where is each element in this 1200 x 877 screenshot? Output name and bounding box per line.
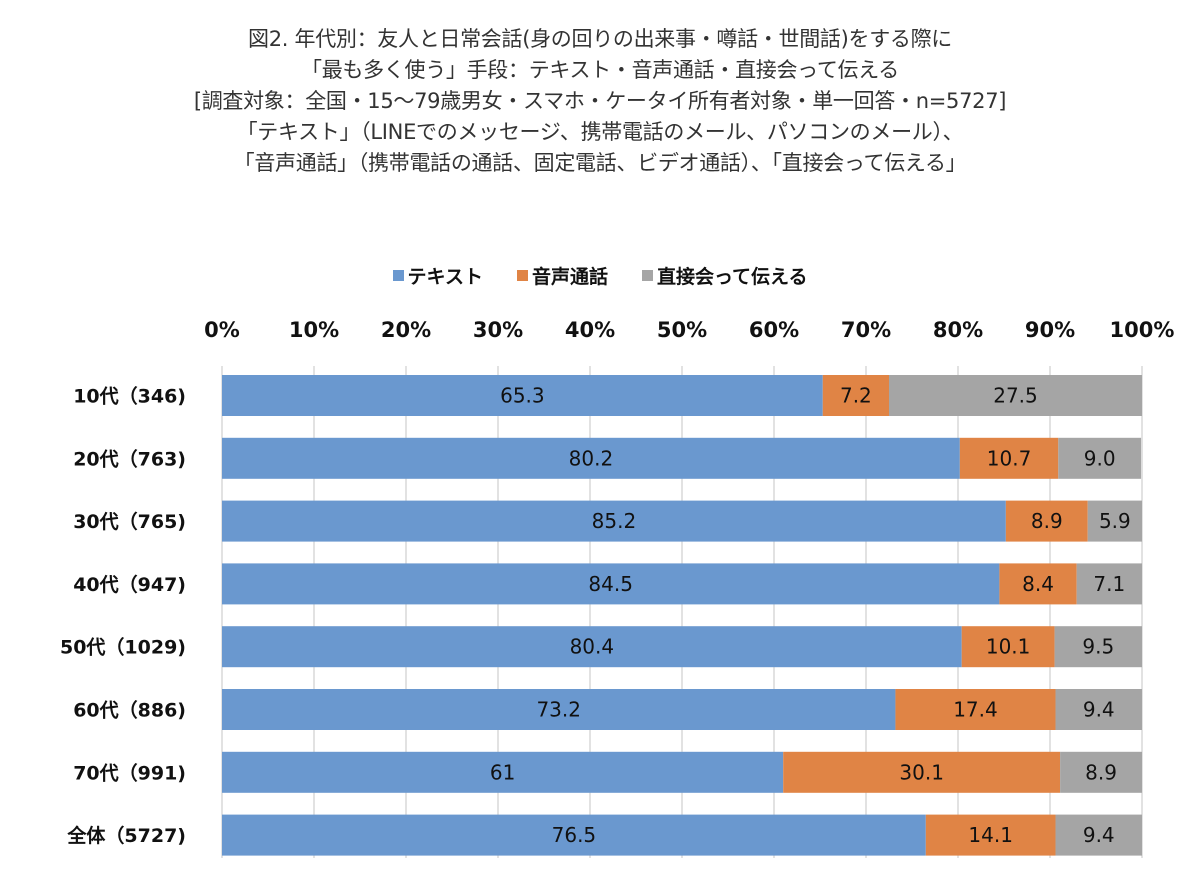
x-tick-label: 20% — [381, 318, 431, 342]
data-label: 17.4 — [953, 698, 998, 722]
data-label: 7.1 — [1093, 572, 1125, 596]
legend-label-text: テキスト — [407, 266, 483, 288]
bar-segment — [222, 626, 962, 668]
title-line-3: [調査対象：全国・15～79歳男女・スマホ・ケータイ所有者対象・単一回答・n=5… — [193, 89, 1007, 113]
data-label: 85.2 — [592, 509, 637, 533]
bar-segment — [783, 751, 1061, 793]
x-tick-label: 100% — [1110, 318, 1175, 342]
data-label: 73.2 — [536, 698, 581, 722]
data-label: 7.2 — [840, 384, 872, 408]
bar-segment — [822, 375, 889, 416]
data-label: 9.5 — [1082, 635, 1114, 659]
data-label: 8.9 — [1031, 509, 1063, 533]
category-label: 全体（5727) — [66, 824, 186, 847]
bar-segment — [222, 814, 926, 856]
bar-segment — [889, 375, 1142, 416]
title-line-1: 図2. 年代別：友人と日常会話(身の回りの出来事・噂話・世間話)をする際に — [248, 27, 952, 51]
bar-segment — [222, 500, 1006, 542]
category-label: 70代（991) — [73, 761, 186, 784]
bar-segment — [222, 375, 823, 416]
x-tick-label: 50% — [657, 318, 707, 342]
legend-label-in-person: 直接会って伝える — [656, 266, 808, 288]
bar-segment — [1005, 500, 1088, 542]
data-label: 5.9 — [1099, 509, 1131, 533]
bar-segment — [925, 814, 1056, 856]
x-tick-label: 80% — [933, 318, 983, 342]
data-label: 76.5 — [552, 823, 597, 847]
legend-label-voice: 音声通話 — [531, 266, 608, 288]
category-label: 30代（765) — [73, 510, 186, 533]
legend-swatch-in-person — [641, 270, 653, 281]
title-line-4: 「テキスト」（LINEでのメッセージ、携帯電話のメール、パソコンのメール）、 — [236, 120, 964, 144]
legend-item-in-person: 直接会って伝える — [641, 262, 808, 289]
x-tick-label: 30% — [473, 318, 523, 342]
bar-segment — [1087, 500, 1142, 542]
data-label: 9.0 — [1084, 446, 1116, 470]
data-label: 30.1 — [899, 760, 944, 784]
bar-segment — [1060, 751, 1142, 793]
bar-segment — [1055, 814, 1142, 856]
x-tick-label: 10% — [289, 318, 339, 342]
data-label: 65.3 — [500, 384, 545, 408]
legend: テキスト 音声通話 直接会って伝える — [0, 262, 1200, 289]
data-label: 10.1 — [986, 635, 1031, 659]
title-line-5: 「音声通話」（携帯電話の通話、固定電話、ビデオ通話）、「直接会って伝える」 — [233, 151, 967, 175]
category-label: 10代（346) — [73, 385, 186, 408]
category-label: 40代（947) — [73, 573, 186, 596]
bar-segment — [222, 751, 784, 793]
data-label: 27.5 — [993, 384, 1038, 408]
bar-segment — [1076, 563, 1142, 605]
data-label: 80.4 — [570, 635, 615, 659]
x-tick-label: 60% — [749, 318, 799, 342]
legend-item-text: テキスト — [392, 262, 483, 289]
title-line-2: 「最も多く使う」手段：テキスト・音声通話・直接会って伝える — [301, 58, 899, 82]
data-label: 8.9 — [1085, 760, 1117, 784]
category-label: 50代（1029) — [60, 636, 186, 659]
data-label: 61 — [490, 760, 515, 784]
x-tick-label: 70% — [841, 318, 891, 342]
bar-segment — [1054, 626, 1142, 668]
x-tick-label: 0% — [204, 318, 240, 342]
bar-segment — [1058, 437, 1142, 479]
x-tick-label: 40% — [565, 318, 615, 342]
data-label: 14.1 — [968, 823, 1013, 847]
bar-segment — [959, 437, 1059, 479]
bar-segment — [222, 563, 1000, 605]
bar-segment — [222, 437, 960, 479]
data-label: 9.4 — [1083, 823, 1115, 847]
data-label: 8.4 — [1022, 572, 1054, 596]
chart-title: 図2. 年代別：友人と日常会話(身の回りの出来事・噂話・世間話)をする際に 「最… — [0, 24, 1200, 179]
data-label: 84.5 — [588, 572, 633, 596]
bar-segment — [961, 626, 1055, 668]
legend-swatch-voice — [516, 270, 528, 281]
bar-segment — [895, 689, 1056, 730]
bar-segment — [222, 689, 896, 730]
legend-swatch-text — [392, 270, 404, 281]
bar-segment — [999, 563, 1077, 605]
category-label: 20代（763) — [73, 447, 186, 470]
legend-item-voice: 音声通話 — [516, 262, 608, 289]
data-label: 10.7 — [987, 446, 1032, 470]
category-label: 60代（886) — [73, 699, 186, 722]
data-label: 9.4 — [1083, 698, 1115, 722]
bar-segment — [1055, 689, 1142, 730]
x-tick-label: 90% — [1025, 318, 1075, 342]
data-label: 80.2 — [569, 446, 614, 470]
